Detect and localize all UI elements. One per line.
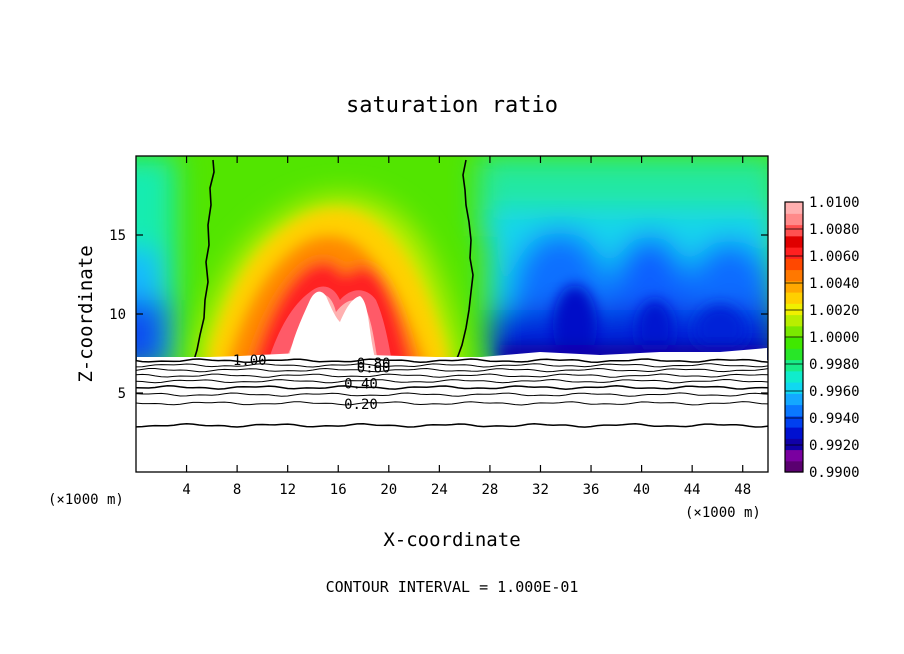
x-tick-label: 28 <box>481 482 498 498</box>
colorbar-swatch <box>785 292 803 304</box>
x-tick-label: 8 <box>233 482 241 498</box>
y-tick-label: 5 <box>118 386 126 402</box>
contour-label: 1.00 <box>233 353 267 369</box>
subsaturated-region <box>137 357 767 472</box>
contour-line <box>135 392 769 397</box>
colorbar-swatch <box>785 359 803 372</box>
colorbar-swatch <box>785 348 803 361</box>
colorbar-swatch <box>785 415 803 428</box>
colorbar-label: 1.0040 <box>809 276 860 292</box>
saturation-field <box>136 156 768 360</box>
colorbar-label: 1.0080 <box>809 222 860 238</box>
colorbar-label: 1.0000 <box>809 330 860 346</box>
colorbar-label: 1.0020 <box>809 303 860 319</box>
contour-label: 0.40 <box>344 377 378 393</box>
x-tick-label: 4 <box>182 482 190 498</box>
x-tick-label: 36 <box>583 482 600 498</box>
x-tick-label: 20 <box>380 482 397 498</box>
colorbar-swatch <box>785 280 803 293</box>
colorbar-label: 0.9940 <box>809 411 860 427</box>
y-tick-label: 15 <box>109 228 126 244</box>
x-tick-label: 24 <box>431 482 448 498</box>
colorbar-swatch <box>785 235 803 248</box>
x-tick-label: 12 <box>279 482 296 498</box>
x-tick-label: 48 <box>734 482 751 498</box>
colorbar-swatch <box>785 224 803 237</box>
colorbar-swatch <box>785 202 803 214</box>
colorbar-swatch <box>785 427 803 439</box>
contour-line <box>135 367 769 373</box>
contour-line <box>135 422 769 428</box>
colorbar-swatch <box>785 393 803 406</box>
colorbar-label: 0.9960 <box>809 384 860 400</box>
colorbar-swatch <box>785 258 803 271</box>
colorbar-swatch <box>785 438 803 451</box>
x-tick-label: 16 <box>330 482 347 498</box>
chart-title: saturation ratio <box>346 93 558 118</box>
x-tick-label: 40 <box>633 482 650 498</box>
colorbar-label: 0.9920 <box>809 438 860 454</box>
x-axis-title: X-coordinate <box>383 529 520 551</box>
x-tick-label: 32 <box>532 482 549 498</box>
contour-labels: 1.00 0.800.600.40 0.20 <box>233 353 391 413</box>
cloud-top-white <box>288 291 376 362</box>
x-unit-label-right: (×1000 m) <box>685 505 761 521</box>
colorbar-swatch <box>785 337 803 349</box>
colorbar-swatch <box>785 370 803 383</box>
colorbar-swatch <box>785 269 803 282</box>
contour-line <box>135 401 769 406</box>
colorbar-label: 0.9900 <box>809 465 860 481</box>
colorbar <box>784 201 804 473</box>
contour-line <box>135 363 769 368</box>
colorbar-swatch <box>785 382 803 394</box>
colorbar-swatch <box>785 247 803 259</box>
colorbar-label: 1.0100 <box>809 195 860 211</box>
x-ticks: 4 8 12 16 20 24 28 32 36 40 44 48 <box>182 156 751 498</box>
y-ticks: 5 10 15 <box>109 228 768 402</box>
colorbar-swatch <box>785 404 803 417</box>
colorbar-swatch <box>785 303 803 316</box>
saturation-line-right <box>455 159 474 360</box>
colorbar-label: 1.0060 <box>809 249 860 265</box>
contour-label: 0.80 <box>357 356 391 372</box>
contour-label: 0.20 <box>344 397 378 413</box>
colorbar-swatch <box>785 460 803 473</box>
colorbar-swatch <box>785 213 803 226</box>
colorbar-swatch <box>785 314 803 327</box>
colorbar-swatch <box>785 449 803 462</box>
colorbar-labels: 1.0100 1.0080 1.0060 1.0040 1.0020 1.0000 0.99… <box>785 195 860 481</box>
contour-line <box>135 358 769 364</box>
contour-line <box>135 385 769 390</box>
saturation-line-left <box>193 159 215 360</box>
y-tick-label: 10 <box>109 307 126 323</box>
contour-line <box>135 378 769 384</box>
y-axis-title: Z-coordinate <box>75 245 97 382</box>
contour-interval-note: CONTOUR INTERVAL = 1.000E-01 <box>326 578 579 596</box>
colorbar-label: 0.9980 <box>809 357 860 373</box>
contour-line <box>135 373 769 378</box>
x-unit-label-left: (×1000 m) <box>48 492 124 508</box>
colorbar-swatch <box>785 325 803 338</box>
contour-label: 0.60 <box>357 361 391 377</box>
x-tick-label: 44 <box>684 482 701 498</box>
contour-lines <box>135 358 769 428</box>
